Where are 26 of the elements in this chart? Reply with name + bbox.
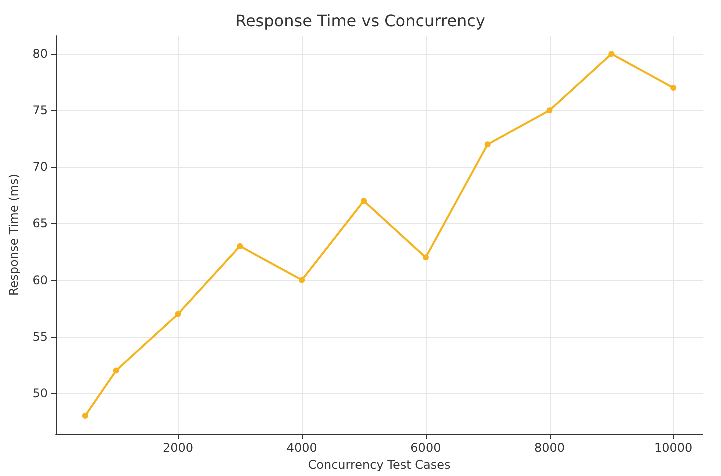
point	[361, 198, 368, 204]
point	[113, 368, 120, 374]
point	[175, 311, 182, 318]
x-tick-label: 6000	[410, 441, 442, 456]
y-tick-label: 65	[32, 216, 48, 231]
y-tick-label: 50	[32, 386, 48, 400]
point	[422, 254, 429, 261]
y-tick-label: 80	[32, 47, 48, 62]
x-tick-label: 8000	[534, 441, 566, 456]
point	[237, 243, 244, 250]
point	[670, 85, 677, 92]
point	[546, 108, 553, 114]
y-tick-label: 55	[32, 330, 48, 344]
point	[484, 142, 491, 148]
y-tick-label: 75	[32, 104, 48, 118]
y-tick-label: 70	[32, 160, 48, 174]
y-tick-label: 60	[32, 273, 48, 288]
point	[82, 413, 88, 420]
chart-title: Response Time vs Concurrency	[236, 12, 486, 30]
y-axis-title: Response Time (ms)	[7, 174, 21, 296]
point	[608, 51, 615, 58]
point	[299, 277, 306, 284]
x-axis-title: Concurrency Test Cases	[308, 458, 451, 472]
x-tick-label: 2000	[163, 441, 194, 456]
x-tick-label: 4000	[286, 441, 318, 456]
x-tick-label: 10000	[654, 441, 693, 456]
